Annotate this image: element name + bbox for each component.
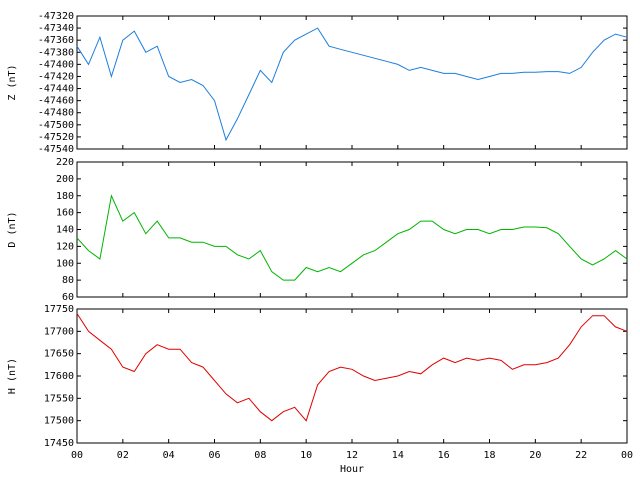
y-tick-label: -47540 [38,144,74,155]
y-tick-label: 17500 [44,416,74,427]
x-tick-label: 04 [163,450,175,461]
y-tick-label: -47420 [38,71,74,82]
y-tick-label: 17550 [44,393,74,404]
y-tick-label: 160 [56,208,74,219]
y-tick-label: -47440 [38,84,74,95]
x-tick-label: 20 [529,450,541,461]
y-tick-label: -47520 [38,132,74,143]
y-axis-label: H (nT) [7,358,18,394]
plot-frame [76,161,628,298]
y-tick-label: 180 [56,191,74,202]
y-tick-label: -47480 [38,108,74,119]
y-tick-label: 17700 [44,326,74,337]
data-line [76,194,628,281]
data-line [76,27,628,142]
y-tick-label: 17650 [44,349,74,360]
y-axis-label: D (nT) [7,211,18,247]
y-tick-label: 100 [56,258,74,269]
x-tick-label: 14 [392,450,404,461]
y-tick-label: 17450 [44,438,74,449]
x-tick-label: 00 [71,450,83,461]
y-tick-label: -47380 [38,47,74,58]
plot-frame [76,308,628,444]
y-tick-label: 140 [56,225,74,236]
x-tick-label: 10 [300,450,312,461]
x-tick-label: 16 [438,450,450,461]
y-tick-label: 80 [62,275,74,286]
x-tick-label: 12 [346,450,358,461]
x-tick-label: 00 [621,450,633,461]
x-tick-label: 08 [254,450,266,461]
x-tick-label: 22 [575,450,587,461]
y-axis-label: Z (nT) [7,64,18,100]
y-tick-label: 17750 [44,304,74,315]
y-tick-label: 60 [62,292,74,303]
x-tick-label: 06 [208,450,220,461]
y-tick-label: -47460 [38,96,74,107]
plot-frame [76,15,628,150]
data-line [76,313,628,422]
x-tick-label: 02 [117,450,129,461]
y-tick-label: -47340 [38,23,74,34]
x-axis-label: Hour [340,464,364,475]
y-tick-label: 220 [56,157,74,168]
y-tick-label: -47400 [38,59,74,70]
y-tick-label: 120 [56,241,74,252]
y-tick-label: 17600 [44,371,74,382]
y-tick-label: -47360 [38,35,74,46]
y-tick-label: -47500 [38,120,74,131]
y-tick-label: -47320 [38,11,74,22]
y-tick-label: 200 [56,174,74,185]
x-tick-label: 18 [483,450,495,461]
